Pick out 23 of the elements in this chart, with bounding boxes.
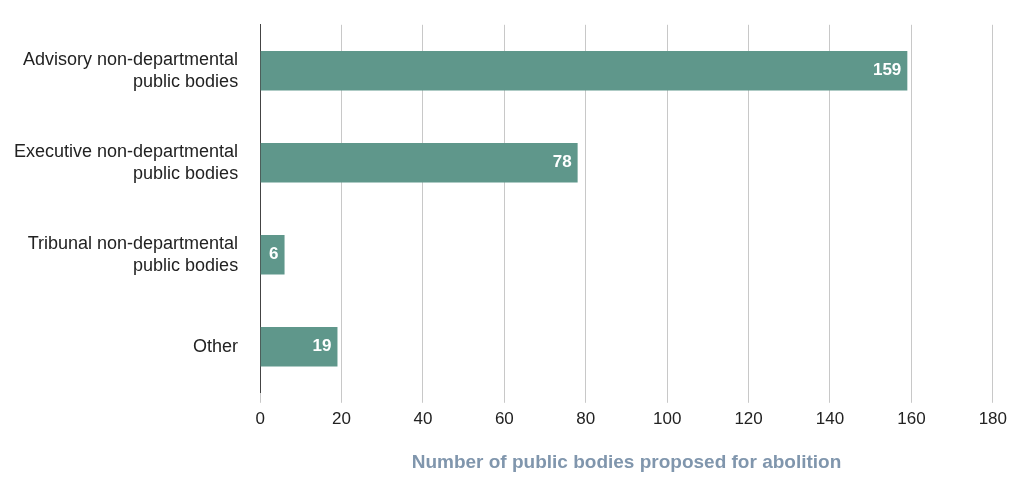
y-tick-label: Advisory non-departmental public bodies (23, 48, 239, 91)
x-tick-label: 60 (494, 408, 514, 428)
x-tick-label: 80 (576, 408, 596, 428)
bar (260, 143, 578, 183)
x-tick-label: 20 (332, 408, 351, 428)
y-tick-label: Executive non-departmental public bodies (13, 140, 239, 183)
bar (260, 51, 908, 91)
x-tick-label: 140 (815, 408, 845, 428)
x-tick-label: 40 (413, 408, 433, 428)
x-tick-label: 160 (897, 408, 926, 428)
y-tick-label: Other (193, 335, 239, 356)
x-tick-label: 0 (255, 408, 265, 428)
x-tick-label: 180 (978, 408, 1008, 428)
data-label: 19 (312, 336, 332, 356)
data-label: 6 (269, 244, 279, 264)
x-axis-title: Number of public bodies proposed for abolition (411, 450, 842, 472)
x-tick-label: 120 (734, 408, 763, 428)
x-tick-label: 100 (652, 408, 682, 428)
y-tick-label: Tribunal non-departmental public bodies (27, 232, 239, 275)
data-label: 159 (872, 60, 902, 80)
data-label: 78 (552, 152, 572, 172)
bar (260, 327, 338, 367)
bar (260, 235, 285, 275)
